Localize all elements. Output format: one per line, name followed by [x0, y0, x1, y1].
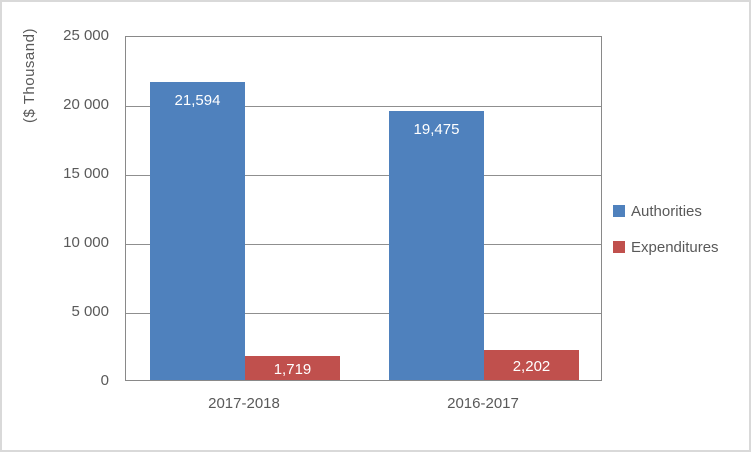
bar-authorities-2017-2018 — [150, 82, 245, 380]
legend: Authorities Expenditures — [613, 199, 719, 271]
y-axis-tick-label: 0 — [100, 372, 109, 389]
legend-item-expenditures: Expenditures — [613, 235, 719, 259]
y-axis-tick-label: 15 000 — [63, 165, 109, 182]
bar-expenditures-2016-2017 — [484, 350, 579, 380]
y-gridline — [126, 313, 601, 314]
y-axis-tick-label: 5 000 — [71, 303, 109, 320]
bar-value-label: 19,475 — [413, 121, 460, 138]
bar-authorities-2016-2017 — [389, 111, 484, 380]
legend-label: Authorities — [631, 202, 702, 220]
y-axis-tick-label: 10 000 — [63, 234, 109, 251]
bar-value-label: 2,202 — [512, 358, 551, 375]
y-gridline — [126, 244, 601, 245]
y-gridline — [126, 175, 601, 176]
y-gridline — [126, 106, 601, 107]
y-axis-tick-label: 20 000 — [63, 96, 109, 113]
bar-value-label: 21,594 — [174, 92, 221, 109]
bar-expenditures-2017-2018 — [245, 356, 340, 380]
plot-area: 21,594 1,719 19,475 2,202 — [125, 36, 602, 381]
legend-swatch-icon — [613, 241, 625, 253]
legend-swatch-icon — [613, 205, 625, 217]
bar-value-label: 1,719 — [273, 361, 312, 378]
x-axis-category-label: 2017-2018 — [208, 395, 280, 412]
legend-item-authorities: Authorities — [613, 199, 719, 223]
legend-label: Expenditures — [631, 238, 719, 256]
x-axis-category-label: 2016-2017 — [447, 395, 519, 412]
y-axis-tick-label: 25 000 — [63, 27, 109, 44]
